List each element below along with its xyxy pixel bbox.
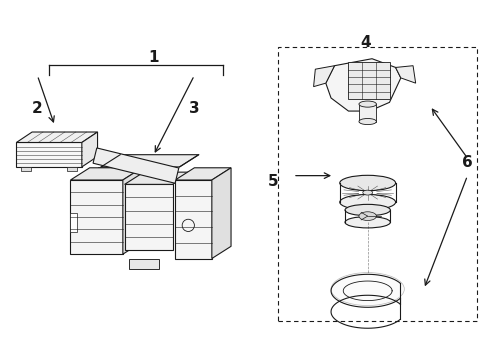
Text: 1: 1 (148, 50, 159, 66)
Polygon shape (395, 66, 416, 83)
Ellipse shape (359, 101, 376, 107)
Bar (278, 48, 477, 321)
FancyBboxPatch shape (16, 143, 82, 167)
Ellipse shape (331, 273, 404, 306)
Polygon shape (98, 167, 119, 180)
Polygon shape (326, 59, 401, 111)
Polygon shape (175, 168, 231, 180)
Polygon shape (71, 213, 77, 232)
Text: 6: 6 (462, 155, 473, 170)
Bar (175, 180, 212, 258)
Bar (359, 104, 376, 122)
Bar (67, 167, 77, 171)
Text: 2: 2 (32, 101, 43, 116)
Text: 3: 3 (189, 101, 200, 116)
Polygon shape (82, 132, 98, 167)
Bar (71, 180, 123, 254)
Bar (348, 62, 391, 99)
Polygon shape (123, 168, 142, 254)
Polygon shape (314, 66, 335, 87)
Ellipse shape (340, 194, 395, 210)
Text: 4: 4 (360, 35, 371, 50)
Bar (21, 167, 31, 171)
Ellipse shape (345, 204, 391, 216)
Polygon shape (212, 168, 231, 258)
Text: 5: 5 (268, 174, 278, 189)
Ellipse shape (363, 190, 372, 195)
Polygon shape (124, 172, 192, 184)
Ellipse shape (340, 175, 395, 191)
Ellipse shape (359, 212, 376, 221)
Polygon shape (93, 148, 179, 183)
Polygon shape (16, 132, 98, 143)
Polygon shape (129, 258, 159, 269)
Polygon shape (71, 168, 142, 180)
Ellipse shape (345, 217, 391, 228)
Polygon shape (101, 155, 199, 167)
Bar (124, 184, 172, 250)
Ellipse shape (359, 118, 376, 125)
